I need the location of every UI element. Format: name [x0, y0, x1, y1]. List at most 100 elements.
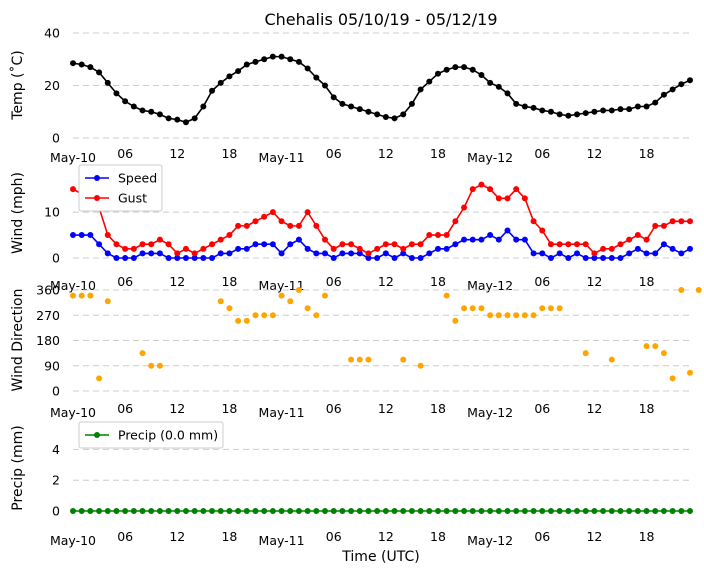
data-point — [426, 78, 433, 85]
data-point — [365, 108, 372, 115]
data-point — [304, 508, 311, 514]
data-point — [87, 64, 94, 71]
data-point — [356, 508, 363, 514]
data-point — [669, 508, 676, 514]
x-tick-label: 06 — [326, 529, 342, 544]
data-point — [608, 107, 615, 114]
data-point — [217, 508, 224, 514]
data-point — [643, 343, 650, 350]
data-point — [591, 250, 598, 257]
x-tick-label: 18 — [221, 529, 237, 544]
data-point — [96, 241, 103, 248]
data-point — [87, 508, 94, 514]
data-point — [209, 87, 216, 94]
data-point — [70, 508, 76, 514]
data-point — [217, 298, 224, 305]
data-point — [391, 508, 398, 514]
x-tick-label: May-10 — [50, 533, 96, 548]
y-tick-label: 20 — [44, 78, 60, 93]
data-point — [182, 255, 189, 261]
x-tick-label: 12 — [169, 146, 185, 161]
data-point — [70, 60, 76, 67]
data-point — [400, 111, 407, 118]
data-point — [443, 232, 450, 239]
data-point — [139, 250, 146, 257]
x-tick-label: 18 — [221, 146, 237, 161]
data-point — [443, 245, 450, 252]
data-point — [313, 222, 320, 229]
x-axis-label: Time (UTC) — [341, 549, 419, 565]
data-point — [539, 250, 546, 257]
data-point — [513, 100, 520, 107]
data-point — [295, 222, 302, 229]
data-point — [687, 245, 693, 252]
data-point — [148, 108, 155, 115]
data-point — [130, 508, 137, 514]
data-point — [252, 312, 259, 319]
data-point — [287, 298, 294, 305]
data-point — [226, 250, 233, 257]
data-point — [356, 245, 363, 252]
data-point — [226, 73, 233, 80]
data-point — [626, 250, 633, 257]
data-point — [365, 356, 372, 363]
data-point — [217, 236, 224, 243]
data-point — [660, 241, 667, 248]
data-point — [495, 236, 502, 243]
data-point — [295, 287, 302, 293]
data-point — [235, 222, 242, 229]
data-point — [104, 232, 111, 239]
data-point — [304, 245, 311, 252]
data-point — [408, 508, 415, 514]
data-point — [469, 508, 476, 514]
data-point — [617, 255, 624, 261]
data-point — [539, 305, 546, 312]
data-point — [174, 250, 181, 257]
data-point — [313, 508, 320, 514]
data-point — [582, 508, 589, 514]
data-point — [478, 305, 485, 312]
data-point — [287, 222, 294, 229]
data-point — [417, 86, 424, 93]
data-point — [235, 245, 242, 252]
data-point — [678, 218, 685, 225]
x-tick-label: 18 — [221, 401, 237, 416]
data-point — [235, 68, 242, 75]
data-point — [148, 362, 155, 369]
data-point — [243, 61, 250, 68]
data-point — [600, 255, 607, 261]
legend-box — [78, 421, 224, 449]
data-point — [139, 350, 146, 357]
data-point — [122, 255, 129, 261]
data-point — [547, 108, 554, 115]
data-point — [643, 250, 650, 257]
data-point — [243, 222, 250, 229]
data-point — [591, 508, 598, 514]
data-point — [547, 508, 554, 514]
data-point — [574, 111, 581, 118]
data-point — [565, 112, 572, 119]
data-point — [539, 227, 546, 234]
x-tick-label: 12 — [378, 274, 394, 289]
data-point — [278, 218, 285, 225]
data-point — [261, 213, 268, 220]
data-point — [652, 343, 659, 350]
data-point — [600, 107, 607, 114]
data-point — [660, 350, 667, 357]
data-point — [348, 250, 355, 257]
data-point — [226, 508, 233, 514]
data-point — [530, 250, 537, 257]
legend-marker — [94, 195, 100, 201]
data-point — [469, 66, 476, 73]
data-point — [556, 241, 563, 248]
data-point — [469, 236, 476, 243]
data-point — [348, 103, 355, 110]
x-tick-label: 18 — [430, 401, 446, 416]
data-point — [652, 222, 659, 229]
y-tick-label: 0 — [52, 504, 60, 519]
x-tick-label: 18 — [639, 274, 655, 289]
legend-marker — [94, 432, 100, 438]
data-point — [643, 508, 650, 514]
data-point — [504, 195, 511, 202]
data-point — [487, 232, 494, 239]
